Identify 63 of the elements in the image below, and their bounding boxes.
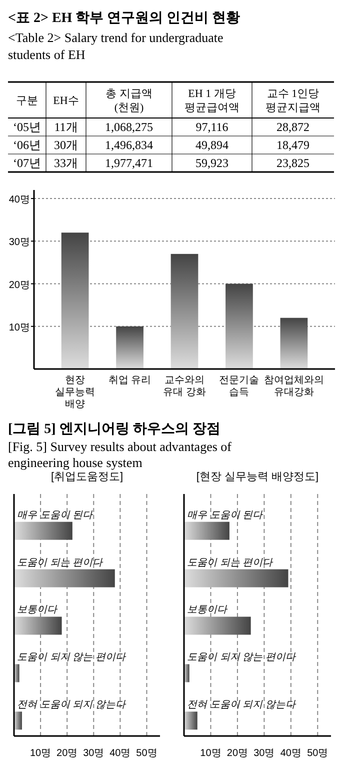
y-tick-label: 보통이다: [187, 604, 228, 616]
x-tick-label: 전문기술 습득: [219, 375, 260, 398]
text: 18,479: [276, 138, 310, 152]
text: <Table 2> Salary trend for undergraduate students of EH: [8, 30, 224, 62]
text: <표 2> EH 학부 연구원의 인건비 현황: [8, 11, 240, 26]
x-tick-label: 10명: [200, 748, 222, 759]
bar: [14, 616, 62, 635]
y-tick-label: 도움이 되지 않는 편이다: [187, 652, 296, 664]
category-label: 총 지급액 (천원): [106, 88, 152, 114]
category-label: 교수 1인당 평균지급액: [266, 88, 320, 114]
y-tick-label: 전혀 도움이 되지 않는다: [187, 700, 296, 711]
text: 11개: [54, 120, 78, 134]
text: 구분: [16, 95, 38, 107]
y-tick-label: 40명: [8, 194, 30, 206]
y-tick-label: 20명: [8, 280, 30, 291]
text: 23,825: [276, 156, 310, 170]
bar: [184, 616, 251, 635]
y-tick-label: 30명: [8, 237, 30, 248]
y-tick-label: 매우 도움이 된다: [187, 510, 264, 521]
text: 1,977,471: [105, 156, 153, 170]
category-label: EH수: [53, 95, 79, 107]
bar: [184, 569, 288, 588]
x-tick-label: 30명: [83, 748, 104, 759]
x-tick-label: 현장 실무능력 배양: [55, 375, 96, 410]
x-tick-label: 10명: [30, 748, 52, 759]
bar: [14, 569, 115, 588]
bar: [280, 318, 308, 369]
text: 97,116: [196, 120, 228, 134]
text: 30개: [54, 138, 78, 152]
y-tick-label: 도움이 되는 편이다: [17, 557, 104, 568]
text: [Fig. 5] Survey results about advantages of engineering house system: [8, 439, 232, 470]
y-tick-label: 도움이 되지 않는 편이다: [17, 652, 126, 664]
x-tick-label: 50명: [136, 748, 158, 759]
category-label: ‘05년: [13, 120, 41, 134]
text: [그림 5] 엔지니어링 하우스의 장점: [8, 422, 220, 437]
y-tick-label: 매우 도움이 된다: [17, 510, 94, 521]
bar: [61, 232, 89, 369]
text: 33개: [54, 156, 78, 170]
category-label: ‘07년: [13, 156, 41, 170]
bar: [116, 326, 144, 369]
x-tick-label: 교수와의 유대 강화: [163, 375, 206, 398]
text: 1,496,834: [105, 138, 153, 152]
category-label: ‘06년: [13, 138, 41, 152]
y-tick-label: 보통이다: [17, 604, 58, 616]
chart-title: [취업도움정도]: [50, 471, 124, 483]
text: 49,894: [196, 138, 228, 152]
category-label: EH 1 개당 평균급여액: [184, 88, 240, 114]
x-tick-label: 취업 유리: [108, 375, 152, 386]
y-tick-label: 10명: [8, 322, 30, 334]
text: 28,872: [276, 120, 310, 134]
x-tick-label: 참여업체와의 유대강화: [264, 375, 324, 398]
text: 59,923: [196, 156, 228, 170]
bar: [14, 522, 72, 540]
x-tick-label: 30명: [254, 748, 275, 759]
x-tick-label: 50명: [307, 748, 328, 759]
y-tick-label: 전혀 도움이 되지 않는다: [17, 700, 126, 711]
bar: [184, 522, 230, 540]
y-tick-label: 도움이 되는 편이다: [187, 557, 274, 568]
chart-title: [현장 실무능력 배양정도]: [196, 471, 319, 483]
bar: [184, 712, 198, 730]
bar: [226, 284, 253, 369]
bar: [170, 254, 198, 369]
text: 1,068,275: [105, 120, 153, 134]
